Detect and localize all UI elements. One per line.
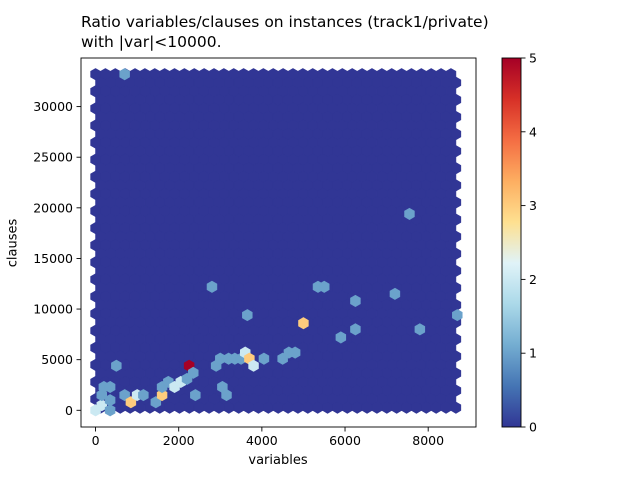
hex-bin xyxy=(389,287,401,300)
hex-bin-empty xyxy=(342,401,353,414)
hex-bin-empty xyxy=(233,401,244,414)
hex-bin xyxy=(242,309,253,322)
hex-bin xyxy=(104,394,116,407)
hex-bin-empty xyxy=(371,401,383,414)
hex-bin-empty xyxy=(381,401,393,414)
hex-bin xyxy=(111,359,122,372)
hex-bin-empty xyxy=(115,401,126,414)
hex-bin-empty xyxy=(134,401,146,414)
colorbar-tick-label: 1 xyxy=(529,346,537,361)
x-tick-label: 0 xyxy=(92,433,100,448)
hex-bin xyxy=(190,389,201,402)
hex-bin-empty xyxy=(411,401,422,414)
hex-bin-empty xyxy=(184,401,195,414)
colorbar-tick-label: 3 xyxy=(529,198,537,213)
hex-bin-empty xyxy=(421,401,432,414)
hex-bin-empty xyxy=(223,401,235,414)
hex-bin-empty xyxy=(193,401,205,414)
hex-bin-empty xyxy=(322,401,333,414)
hex-bin-empty xyxy=(361,401,373,414)
y-tick-label: 15000 xyxy=(33,251,73,266)
hex-bin-empty xyxy=(243,401,254,414)
hex-bin-empty xyxy=(312,401,323,414)
hex-bin-empty xyxy=(401,401,412,414)
y-tick-label: 20000 xyxy=(33,200,73,215)
hex-bin-empty xyxy=(263,401,274,414)
x-tick-label: 4000 xyxy=(246,433,278,448)
hex-bin-empty xyxy=(203,401,215,414)
hex-bin xyxy=(104,404,116,417)
y-tick-label: 30000 xyxy=(33,99,73,114)
hex-bin xyxy=(350,294,361,308)
hex-bin-empty xyxy=(302,401,314,414)
hex-bin xyxy=(156,389,168,402)
colorbar-frame xyxy=(501,57,522,428)
hex-bin-empty xyxy=(292,401,304,414)
hex-bin xyxy=(335,331,347,344)
x-tick-label: 2000 xyxy=(163,433,195,448)
hex-bin xyxy=(119,68,130,81)
hex-bin xyxy=(221,389,232,402)
chart-title-line-1: Ratio variables/clauses on instances (tr… xyxy=(81,13,489,31)
hex-bin xyxy=(248,359,259,372)
y-tick-label: 10000 xyxy=(33,302,73,317)
hex-bin-empty xyxy=(282,401,294,414)
hex-bin xyxy=(414,323,426,336)
hex-bin-empty xyxy=(253,401,264,414)
hex-bin xyxy=(206,280,218,293)
hex-bin-empty xyxy=(174,401,185,414)
y-tick-label: 25000 xyxy=(33,150,73,165)
hex-bin-empty xyxy=(332,401,343,414)
plot-frame xyxy=(80,57,477,428)
y-tick-label: 0 xyxy=(65,403,73,418)
hex-bin xyxy=(104,380,116,394)
hex-bin-empty xyxy=(450,401,462,414)
hex-bin-empty xyxy=(430,401,442,414)
hex-bin-empty xyxy=(391,401,402,414)
hex-bin xyxy=(404,207,415,220)
hex-bin xyxy=(138,389,149,402)
hex-bin-empty xyxy=(272,401,284,414)
colorbar-tick-label: 0 xyxy=(529,420,537,435)
empty-hex-grid xyxy=(90,68,462,414)
colorbar xyxy=(502,58,521,427)
x-tick-label: 6000 xyxy=(329,433,361,448)
hex-bin-empty xyxy=(351,401,363,414)
chart-title-line-2: with |var|<10000. xyxy=(81,33,222,51)
hex-bin xyxy=(188,366,199,379)
hex-bins xyxy=(90,68,463,417)
colorbar-tick-label: 2 xyxy=(529,272,537,287)
hex-bin xyxy=(319,280,330,293)
y-tick-label: 5000 xyxy=(41,352,73,367)
colorbar-tick-label: 4 xyxy=(529,124,537,139)
hex-bin xyxy=(298,317,309,330)
colorbar-tick-label: 5 xyxy=(529,51,537,66)
x-axis-label: variables xyxy=(248,453,308,468)
hex-bin-empty xyxy=(164,401,175,414)
x-tick-label: 8000 xyxy=(412,433,444,448)
hex-bin xyxy=(289,346,301,359)
hex-bin xyxy=(350,323,361,336)
hex-bin xyxy=(258,352,270,365)
hex-bin xyxy=(452,309,463,322)
hex-bin-empty xyxy=(213,401,225,414)
hex-bin xyxy=(119,389,130,402)
hex-bin-empty xyxy=(440,401,452,414)
